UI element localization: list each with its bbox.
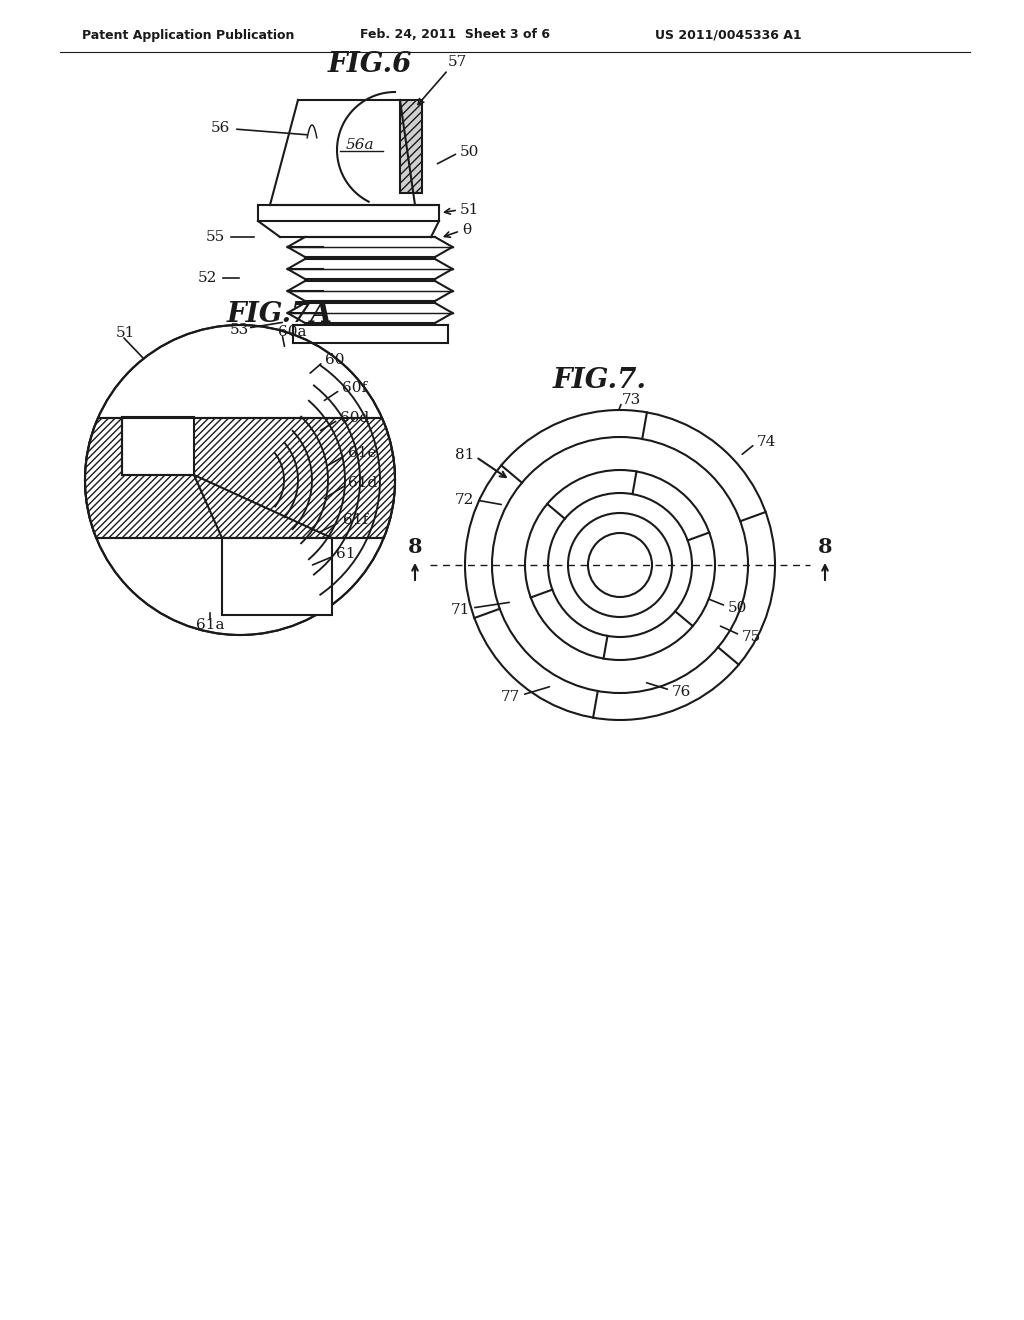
Text: 60a: 60a <box>278 325 306 339</box>
Text: 76: 76 <box>672 685 691 700</box>
Text: 56: 56 <box>211 121 230 135</box>
Text: Feb. 24, 2011  Sheet 3 of 6: Feb. 24, 2011 Sheet 3 of 6 <box>360 29 550 41</box>
Text: 60: 60 <box>325 352 344 367</box>
Text: 72: 72 <box>455 492 474 507</box>
Text: 8: 8 <box>818 537 833 557</box>
Text: 75: 75 <box>742 630 761 644</box>
Bar <box>122 417 194 475</box>
Polygon shape <box>400 100 422 193</box>
Text: 61a: 61a <box>196 618 224 632</box>
Text: 73: 73 <box>622 393 641 407</box>
Polygon shape <box>85 418 395 539</box>
Text: 77: 77 <box>501 690 520 704</box>
Text: Patent Application Publication: Patent Application Publication <box>82 29 294 41</box>
Text: 61e: 61e <box>348 446 377 459</box>
Text: 71: 71 <box>451 603 470 616</box>
Text: 61: 61 <box>336 546 355 561</box>
Text: 51: 51 <box>460 203 479 216</box>
Text: 57: 57 <box>449 55 467 69</box>
Text: 50: 50 <box>728 601 748 615</box>
Text: 60d: 60d <box>340 411 370 425</box>
Text: FIG.7A: FIG.7A <box>227 301 333 329</box>
Text: 81: 81 <box>455 447 474 462</box>
Text: 74: 74 <box>757 436 776 449</box>
Text: 8: 8 <box>408 537 422 557</box>
Text: 50: 50 <box>460 145 479 158</box>
Text: FIG.7.: FIG.7. <box>553 367 647 393</box>
Text: 61f: 61f <box>343 513 368 527</box>
Text: US 2011/0045336 A1: US 2011/0045336 A1 <box>655 29 802 41</box>
Text: 60f: 60f <box>342 381 368 395</box>
Text: 53: 53 <box>230 323 249 337</box>
Text: θ: θ <box>462 223 471 238</box>
Circle shape <box>85 325 395 635</box>
Text: 55: 55 <box>206 230 225 244</box>
Text: 51: 51 <box>116 326 135 341</box>
Text: 56a: 56a <box>346 139 375 152</box>
Text: 61d: 61d <box>348 477 377 490</box>
Text: FIG.6: FIG.6 <box>328 51 413 78</box>
Bar <box>222 539 332 615</box>
Text: 52: 52 <box>198 271 217 285</box>
